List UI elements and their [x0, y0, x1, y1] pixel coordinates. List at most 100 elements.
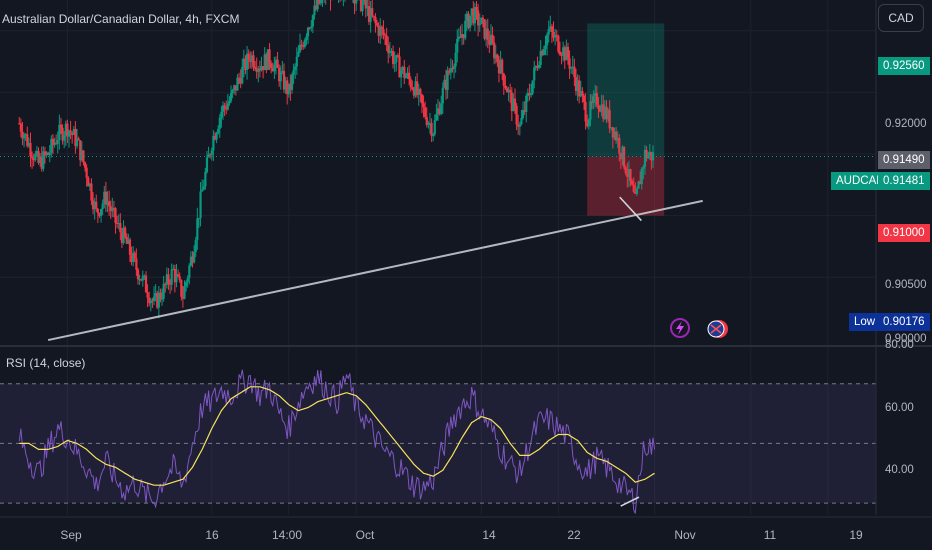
candle-106 — [188, 263, 191, 285]
candle-body-366 — [605, 106, 608, 120]
candle-350 — [579, 80, 582, 98]
candle-188 — [319, 0, 322, 6]
candle-224 — [377, 22, 380, 43]
candle-89 — [160, 288, 164, 306]
candle-2 — [21, 122, 24, 146]
candle-body-247 — [414, 81, 417, 96]
candle-body-362 — [598, 108, 602, 112]
candle-227 — [382, 20, 385, 40]
candle-325 — [539, 40, 542, 69]
candle-body-38 — [79, 140, 82, 161]
candle-body-82 — [149, 300, 152, 304]
candle-body-249 — [417, 88, 420, 95]
candle-body-22 — [53, 142, 56, 145]
candle-body-340 — [563, 47, 566, 61]
candle-329 — [545, 32, 549, 56]
symbol-name-tag[interactable]: AUDCAD — [831, 172, 890, 190]
candle-317 — [526, 88, 529, 102]
long-position-tool[interactable] — [587, 23, 665, 216]
candle-222 — [374, 13, 377, 33]
candle-body-219 — [369, 8, 372, 22]
candle-80 — [146, 284, 149, 308]
candle-body-310 — [515, 105, 518, 125]
candle-281 — [468, 15, 472, 32]
candle-body-153 — [263, 54, 266, 71]
candle-388 — [640, 167, 643, 190]
candle-body-325 — [539, 50, 542, 65]
candle-body-78 — [143, 275, 146, 277]
candle-body-4 — [24, 134, 27, 136]
candle-body-167 — [286, 80, 289, 95]
candle-body-60 — [114, 208, 117, 223]
candle-body-344 — [570, 67, 573, 69]
candle-32 — [69, 120, 72, 140]
candle-298 — [496, 53, 499, 67]
candle-143 — [247, 49, 250, 69]
candle-body-147 — [253, 66, 257, 69]
candle-body-130 — [226, 103, 229, 110]
candle-50 — [98, 212, 101, 219]
candle-138 — [239, 69, 242, 89]
candle-5 — [26, 126, 29, 148]
candle-75 — [138, 274, 141, 285]
candle-232 — [390, 48, 393, 57]
candle-body-286 — [477, 10, 480, 26]
candle-380 — [627, 160, 631, 188]
candle-225 — [379, 18, 382, 45]
candle-10 — [34, 150, 37, 163]
candle-229 — [385, 27, 388, 52]
candle-body-41 — [83, 162, 87, 168]
candle-body-87 — [157, 292, 160, 308]
candle-body-55 — [106, 201, 109, 205]
candle-108 — [191, 251, 194, 268]
candle-101 — [180, 279, 183, 301]
candle-body-234 — [393, 62, 396, 64]
candle-4 — [24, 133, 27, 141]
candle-90 — [162, 275, 165, 302]
candle-body-52 — [101, 203, 104, 210]
candle-body-243 — [408, 72, 411, 80]
candle-body-264 — [441, 87, 444, 104]
candle-270 — [451, 59, 454, 73]
candle-body-145 — [250, 55, 253, 62]
price-tick-1: 0.90500 — [885, 279, 927, 291]
candle-187 — [318, 0, 321, 5]
candle-7 — [29, 132, 32, 168]
candle-body-54 — [104, 191, 107, 205]
candle-390 — [643, 144, 647, 175]
candle-body-336 — [557, 35, 560, 52]
candle-body-273 — [456, 38, 459, 53]
candle-body-246 — [412, 88, 416, 96]
candle-body-68 — [127, 239, 130, 244]
candle-body-158 — [271, 68, 274, 72]
candle-body-372 — [614, 131, 618, 141]
candle-316 — [525, 93, 528, 123]
candle-body-314 — [521, 110, 525, 118]
candle-body-346 — [573, 66, 576, 78]
candle-body-379 — [626, 173, 629, 177]
candle-body-329 — [545, 34, 549, 46]
candle-body-307 — [510, 92, 513, 112]
candle-body-110 — [194, 240, 197, 253]
candle-217 — [366, 0, 369, 17]
candle-body-323 — [536, 66, 539, 68]
candle-body-374 — [618, 137, 621, 154]
currency-button[interactable]: CAD — [878, 4, 924, 32]
trendline-group[interactable] — [47, 196, 703, 342]
candle-body-382 — [631, 180, 634, 185]
candle-146 — [252, 50, 255, 72]
candle-286 — [477, 3, 480, 37]
candle-254 — [425, 107, 428, 128]
candle-body-291 — [485, 28, 488, 39]
candle-175 — [298, 33, 302, 54]
candle-362 — [598, 105, 602, 113]
event-icons[interactable] — [670, 318, 728, 338]
candle-382 — [631, 178, 634, 186]
candle-body-35 — [74, 128, 77, 147]
candle-body-228 — [383, 34, 387, 36]
candle-275 — [459, 25, 462, 38]
candle-346 — [573, 58, 576, 86]
candle-body-45 — [90, 183, 93, 201]
candle-61 — [116, 215, 119, 229]
